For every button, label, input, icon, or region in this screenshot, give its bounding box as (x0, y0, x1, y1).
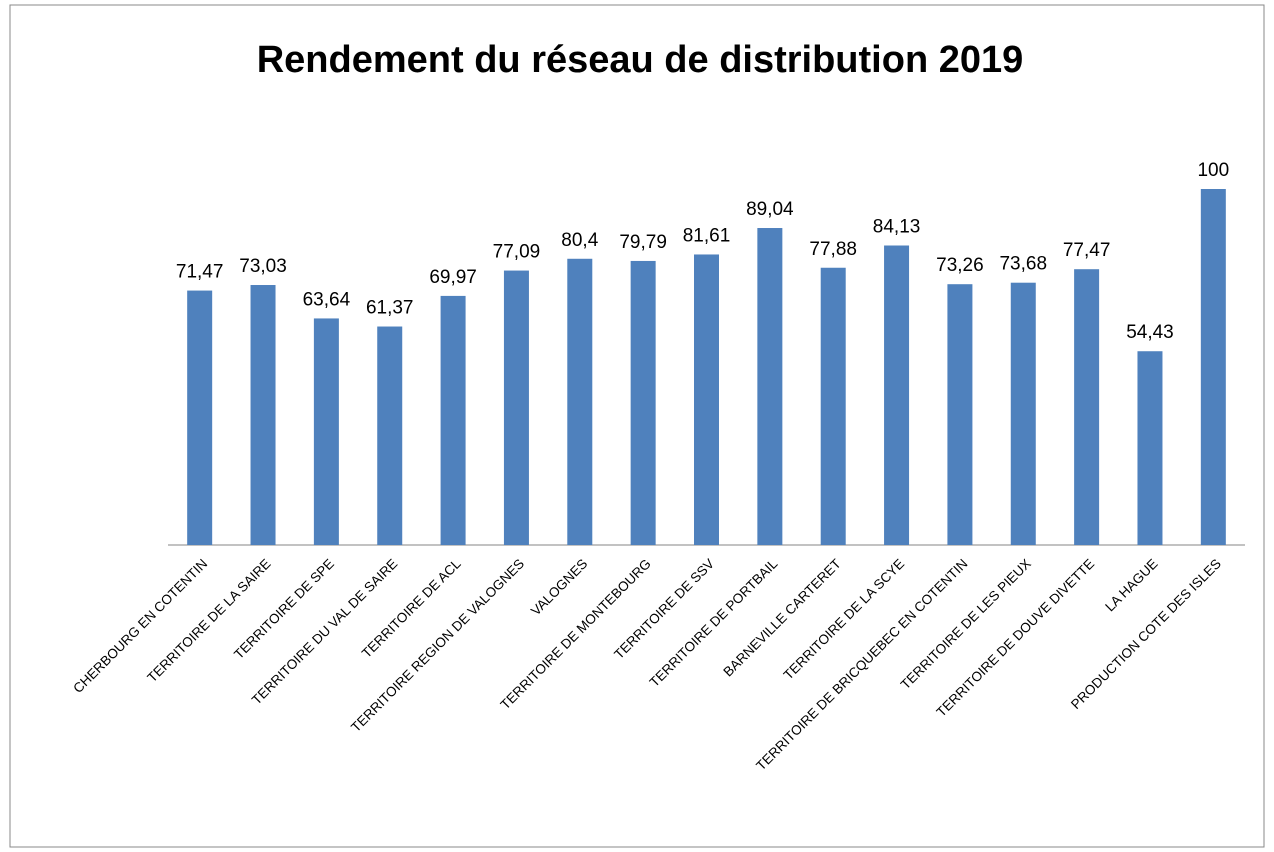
bar (947, 284, 973, 545)
data-label: 77,47 (1063, 240, 1111, 261)
bar (630, 260, 656, 545)
data-label: 73,26 (936, 255, 984, 276)
bar (820, 267, 846, 545)
data-label: 54,43 (1126, 322, 1174, 343)
data-label: 77,88 (809, 239, 857, 260)
data-label: 63,64 (303, 289, 351, 310)
data-label: 61,37 (366, 298, 414, 319)
bar (1137, 351, 1163, 545)
data-label: 73,68 (999, 254, 1047, 275)
bar (250, 285, 276, 545)
data-label: 89,04 (746, 199, 794, 220)
bar (694, 254, 719, 546)
data-label: 73,03 (239, 256, 287, 277)
bar (884, 245, 910, 545)
bar (503, 270, 529, 545)
bar (1010, 282, 1036, 545)
data-label: 69,97 (429, 267, 477, 288)
data-label: 84,13 (873, 217, 921, 238)
bar (440, 295, 466, 545)
bar (313, 318, 339, 545)
data-label: 71,47 (176, 262, 224, 283)
bar (1200, 189, 1226, 545)
bar (567, 258, 593, 545)
data-label: 77,09 (493, 242, 541, 263)
chart-title: Rendement du réseau de distribution 2019 (257, 39, 1024, 81)
data-label: 100 (1197, 160, 1229, 181)
bar (1074, 269, 1100, 545)
data-label: 79,79 (619, 232, 667, 253)
bar (377, 326, 403, 545)
bar (757, 228, 783, 546)
data-label: 81,61 (683, 225, 731, 246)
data-label: 80,4 (561, 230, 598, 251)
bar (187, 290, 213, 545)
